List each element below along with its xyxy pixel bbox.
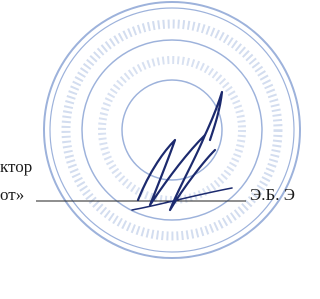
document-line: ктор bbox=[0, 158, 32, 175]
signature-name: Э.Б. Э bbox=[250, 186, 295, 203]
page: ктор от» Э.Б. Э (() => { const data = JS… bbox=[0, 0, 303, 299]
stamp bbox=[44, 2, 300, 258]
stamp-middle-ring bbox=[82, 40, 262, 220]
stamp-outer-ring-inner bbox=[50, 8, 294, 252]
document-line: от» bbox=[0, 186, 24, 203]
stamp-and-signature bbox=[0, 0, 303, 299]
stamp-inner-lettering bbox=[102, 60, 242, 200]
